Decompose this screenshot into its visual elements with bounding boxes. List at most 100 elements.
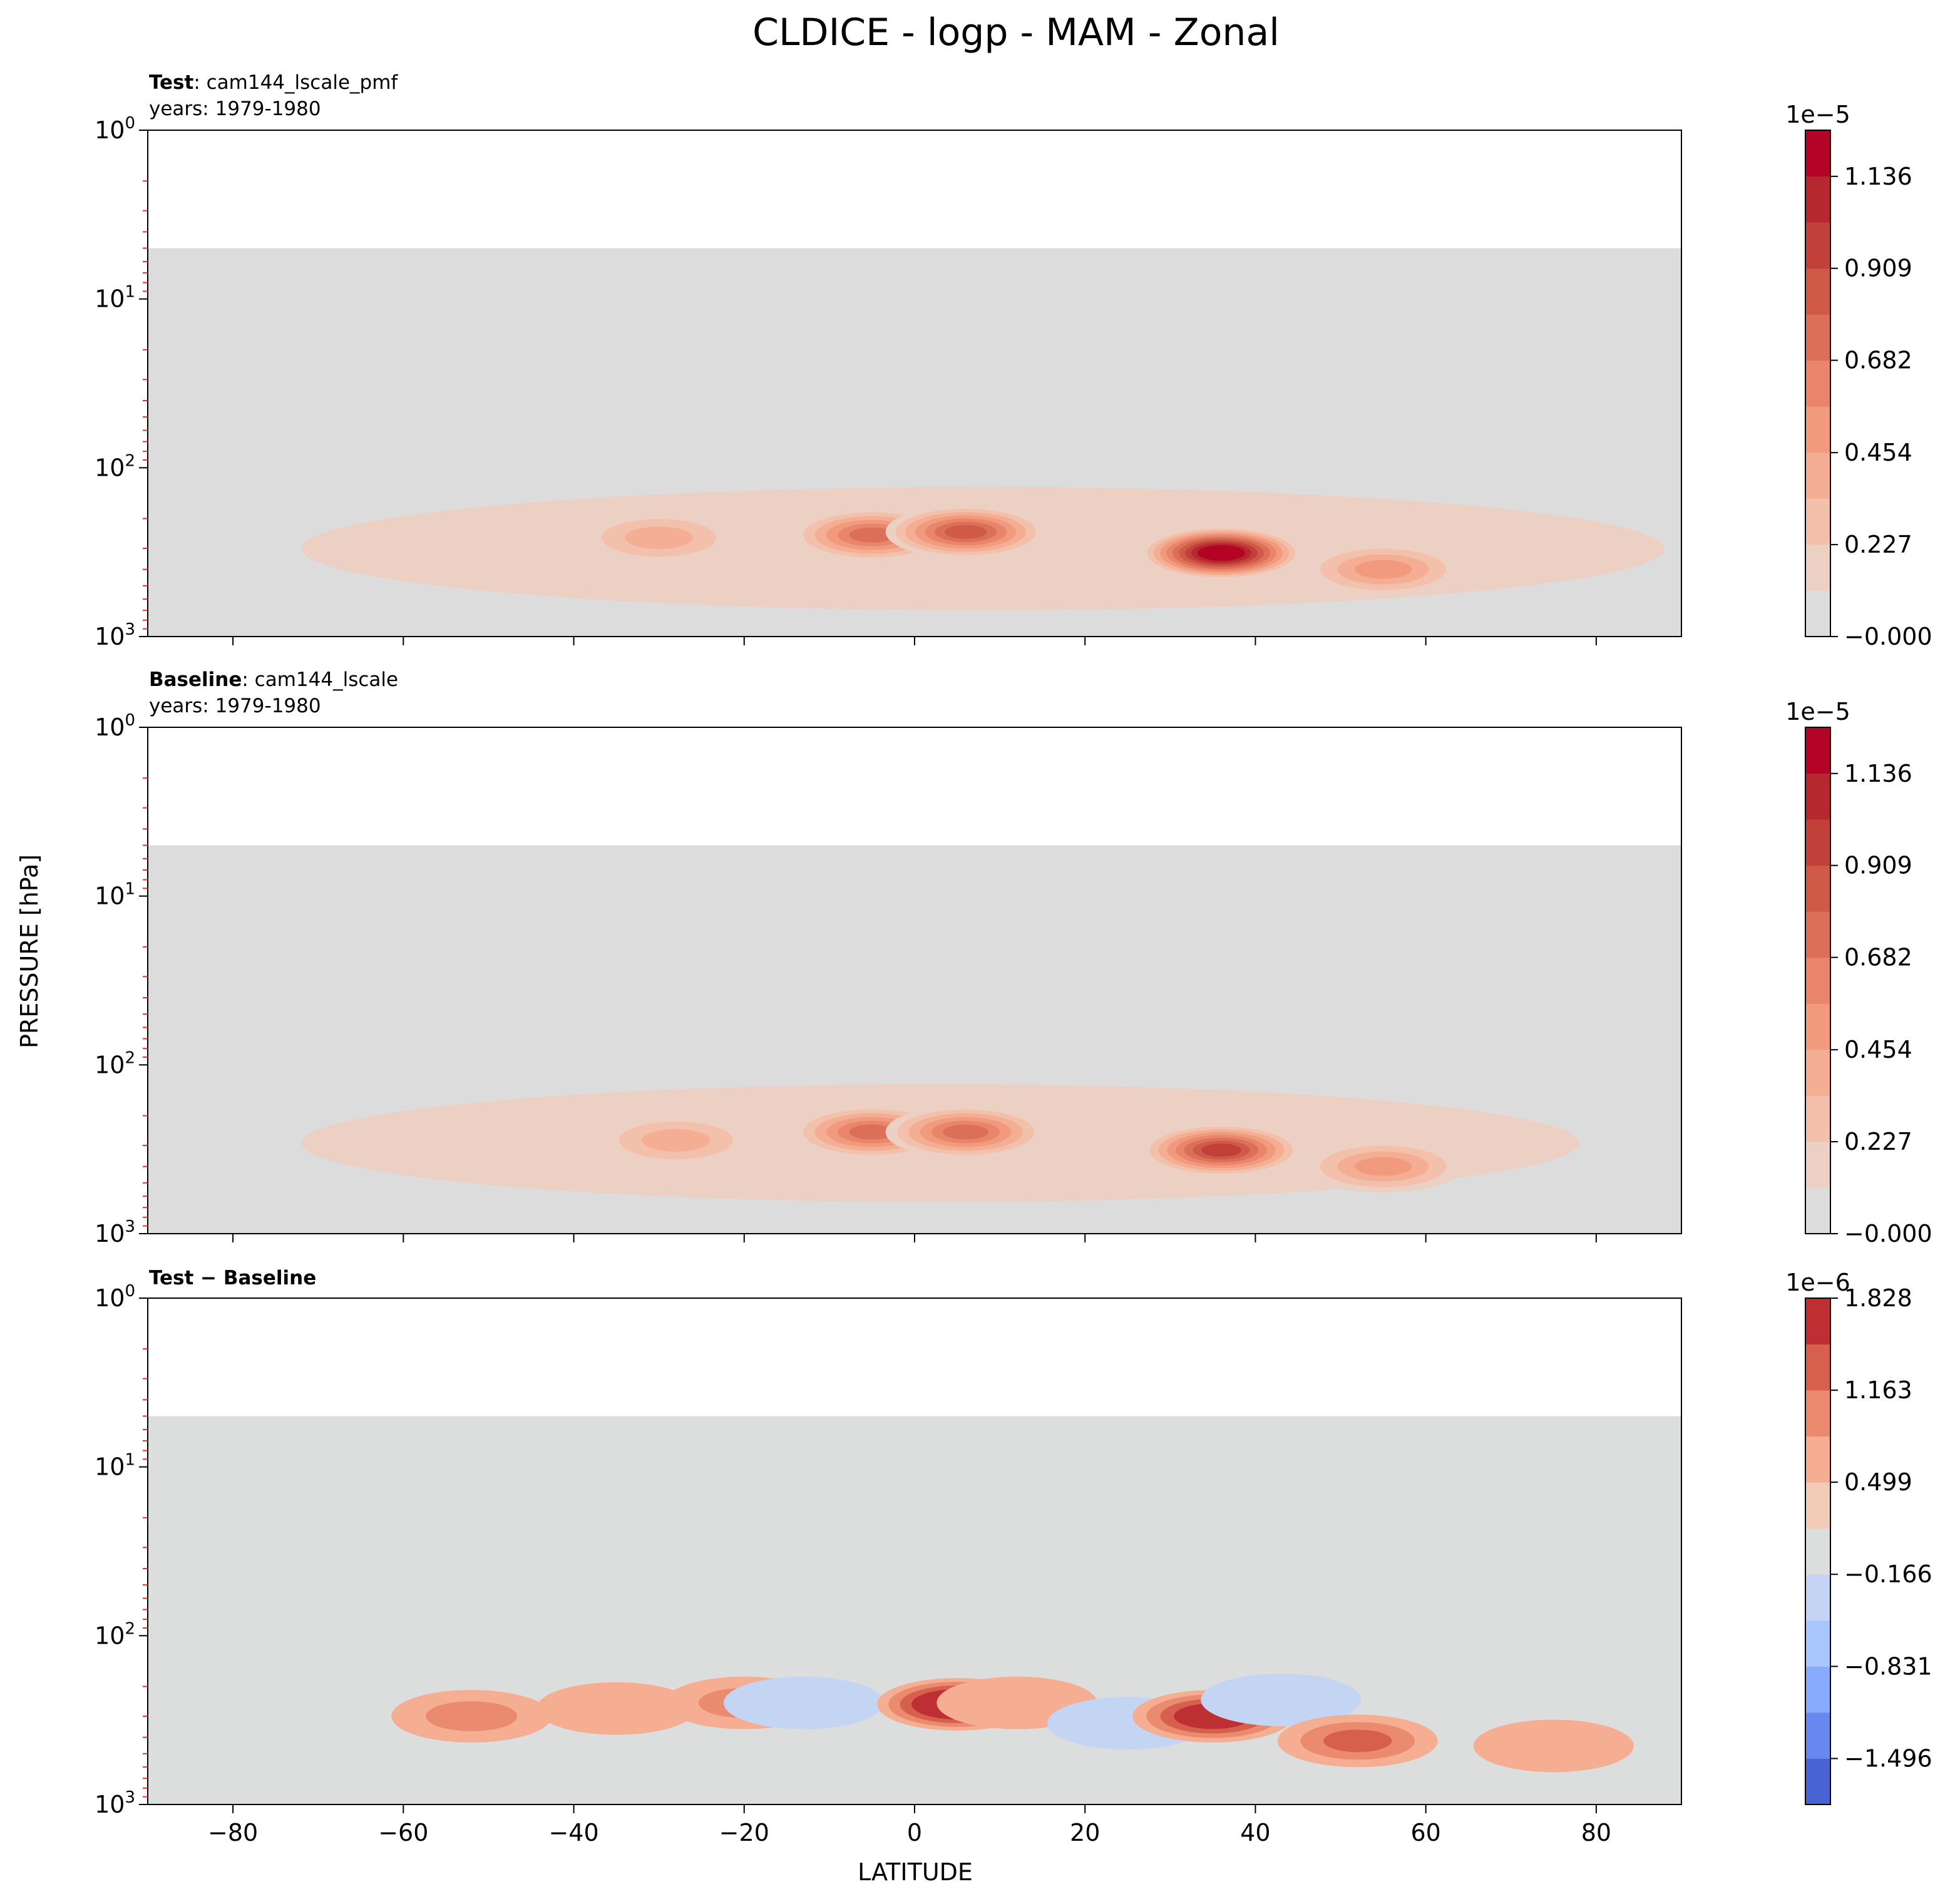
- y-tick-label: 103: [95, 1217, 135, 1247]
- contour-level-1-3: [624, 526, 694, 550]
- colorbar-swatch: [1805, 176, 1830, 223]
- panel-1: 100 101 102 103 Test: cam144_lscale_pmfyears…: [95, 71, 1932, 650]
- panel-title: Test − Baseline: [149, 1267, 316, 1289]
- y-tick-label: 100: [95, 1282, 135, 1312]
- contour-level-4-8: [1201, 1144, 1241, 1157]
- y-tick-label: 101: [95, 1451, 135, 1481]
- contour-level-4-11: [1204, 547, 1239, 559]
- contour-level-9-3: [1323, 1729, 1392, 1753]
- colorbar-multiplier: 1e−5: [1785, 101, 1850, 128]
- panel-subtitle: years: 1979-1980: [149, 98, 321, 120]
- colorbar-swatch: [1805, 1003, 1830, 1050]
- x-tick-label: 60: [1410, 1819, 1440, 1846]
- x-tick-label: −40: [548, 1819, 598, 1846]
- colorbar-swatch: [1805, 1758, 1830, 1805]
- contour-level-0-2: [426, 1701, 518, 1731]
- colorbar-tick-label: −0.000: [1844, 623, 1932, 650]
- colorbar-swatch: [1805, 727, 1830, 774]
- contour-level-8-1: [1201, 1673, 1362, 1726]
- contour-level-3-7: [944, 525, 987, 540]
- colorbar-swatch: [1805, 1436, 1830, 1483]
- colorbar-tick-label: 1.828: [1844, 1284, 1912, 1312]
- colorbar-swatch: [1805, 957, 1830, 1004]
- colorbar-swatch: [1805, 1095, 1830, 1142]
- colorbar-swatch: [1805, 819, 1830, 866]
- panels: 100 101 102 103 Test: cam144_lscale_pmfyears…: [95, 71, 1932, 1846]
- x-tick-label: −80: [208, 1819, 258, 1846]
- colorbar-swatch: [1805, 360, 1830, 407]
- y-tick-label: 101: [95, 880, 135, 910]
- colorbar-swatch: [1805, 130, 1830, 177]
- contour-level-2-6: [849, 527, 895, 543]
- colorbar-swatch: [1805, 314, 1830, 361]
- x-tick-label: 80: [1581, 1819, 1611, 1846]
- x-tick-label: −60: [378, 1819, 428, 1846]
- y-tick-label: 101: [95, 283, 135, 313]
- y-tick-label: 102: [95, 1619, 135, 1649]
- contour-level-5-4: [1355, 1157, 1412, 1176]
- colorbar-swatch: [1805, 865, 1830, 912]
- y-tick-label: 102: [95, 1048, 135, 1078]
- contour-level-5-4: [1355, 560, 1412, 579]
- colorbar-frame: [1805, 727, 1831, 1234]
- y-axis-label: PRESSURE [hPa]: [16, 854, 43, 1048]
- colorbar-swatch: [1805, 1528, 1830, 1575]
- colorbar-frame: [1805, 130, 1831, 637]
- x-tick-label: 0: [907, 1819, 922, 1846]
- contour-field: [148, 845, 1681, 1234]
- colorbar-multiplier: 1e−6: [1785, 1269, 1850, 1296]
- colorbar-swatch: [1805, 1141, 1830, 1188]
- colorbar-tick-label: 0.909: [1844, 255, 1912, 282]
- y-tick-label: 100: [95, 114, 135, 144]
- colorbar-tick-label: −0.166: [1844, 1560, 1932, 1588]
- colorbar-swatch: [1805, 1298, 1830, 1345]
- panel-title: Test: cam144_lscale_pmf: [149, 71, 398, 94]
- colorbar-tick-label: −0.831: [1844, 1652, 1932, 1680]
- x-axis-label: LATITUDE: [858, 1858, 973, 1886]
- colorbar-tick-label: −0.000: [1844, 1220, 1932, 1247]
- contour-level-10-1: [1473, 1719, 1634, 1773]
- background-field: [148, 1416, 1681, 1804]
- colorbar: 1.136 0.909 0.682 0.454 0.227 −0.000 1e−5: [1785, 698, 1932, 1247]
- contour-level-1-3: [642, 1129, 711, 1152]
- colorbar-tick-label: 1.136: [1844, 760, 1912, 787]
- y-tick-label: 102: [95, 451, 135, 481]
- figure-title: CLDICE - logp - MAM - Zonal: [752, 11, 1280, 54]
- colorbar-tick-label: −1.496: [1844, 1745, 1932, 1773]
- contour-level-2-6: [849, 1124, 895, 1140]
- colorbar-swatch: [1805, 544, 1830, 591]
- colorbar-swatch: [1805, 1620, 1830, 1667]
- colorbar-swatch: [1805, 911, 1830, 958]
- colorbar-swatch: [1805, 1574, 1830, 1621]
- colorbar-tick-label: 0.499: [1844, 1468, 1912, 1496]
- colorbar-tick-label: 0.454: [1844, 1036, 1912, 1063]
- colorbar-swatch: [1805, 773, 1830, 820]
- x-tick-label: 20: [1070, 1819, 1100, 1846]
- colorbar-swatch: [1805, 406, 1830, 453]
- colorbar-swatch: [1805, 452, 1830, 499]
- y-tick-label: 103: [95, 1788, 135, 1818]
- panel-subtitle: years: 1979-1980: [149, 695, 321, 717]
- panel-3: 100 101 102 103 −80 −60 −40 −20 0 20 40 60 80 Test − …: [95, 1267, 1932, 1846]
- panel-2: 100 101 102 103 Baseline: cam144_lscaleyears…: [95, 668, 1932, 1247]
- colorbar-multiplier: 1e−5: [1785, 698, 1850, 725]
- contour-level-3-6: [943, 1124, 988, 1140]
- colorbar-swatch: [1805, 590, 1830, 637]
- colorbar-tick-label: 0.682: [1844, 347, 1912, 374]
- colorbar-swatch: [1805, 268, 1830, 315]
- colorbar-tick-label: 1.136: [1844, 163, 1912, 190]
- x-tick-label: 40: [1240, 1819, 1270, 1846]
- colorbar-swatch: [1805, 1666, 1830, 1713]
- colorbar-tick-label: 0.909: [1844, 852, 1912, 879]
- contour-field: [148, 1416, 1681, 1804]
- colorbar: 1.136 0.909 0.682 0.454 0.227 −0.000 1e−5: [1785, 101, 1932, 650]
- y-tick-label: 103: [95, 620, 135, 650]
- contour-field: [148, 248, 1681, 637]
- colorbar-tick-label: 0.227: [1844, 531, 1912, 558]
- colorbar-swatch: [1805, 1482, 1830, 1529]
- colorbar-swatch: [1805, 1390, 1830, 1437]
- colorbar-swatch: [1805, 1344, 1830, 1391]
- panel-title: Baseline: cam144_lscale: [149, 668, 398, 691]
- colorbar: 1.828 1.163 0.499 −0.166 −0.831 −1.496 1e−6: [1785, 1269, 1932, 1805]
